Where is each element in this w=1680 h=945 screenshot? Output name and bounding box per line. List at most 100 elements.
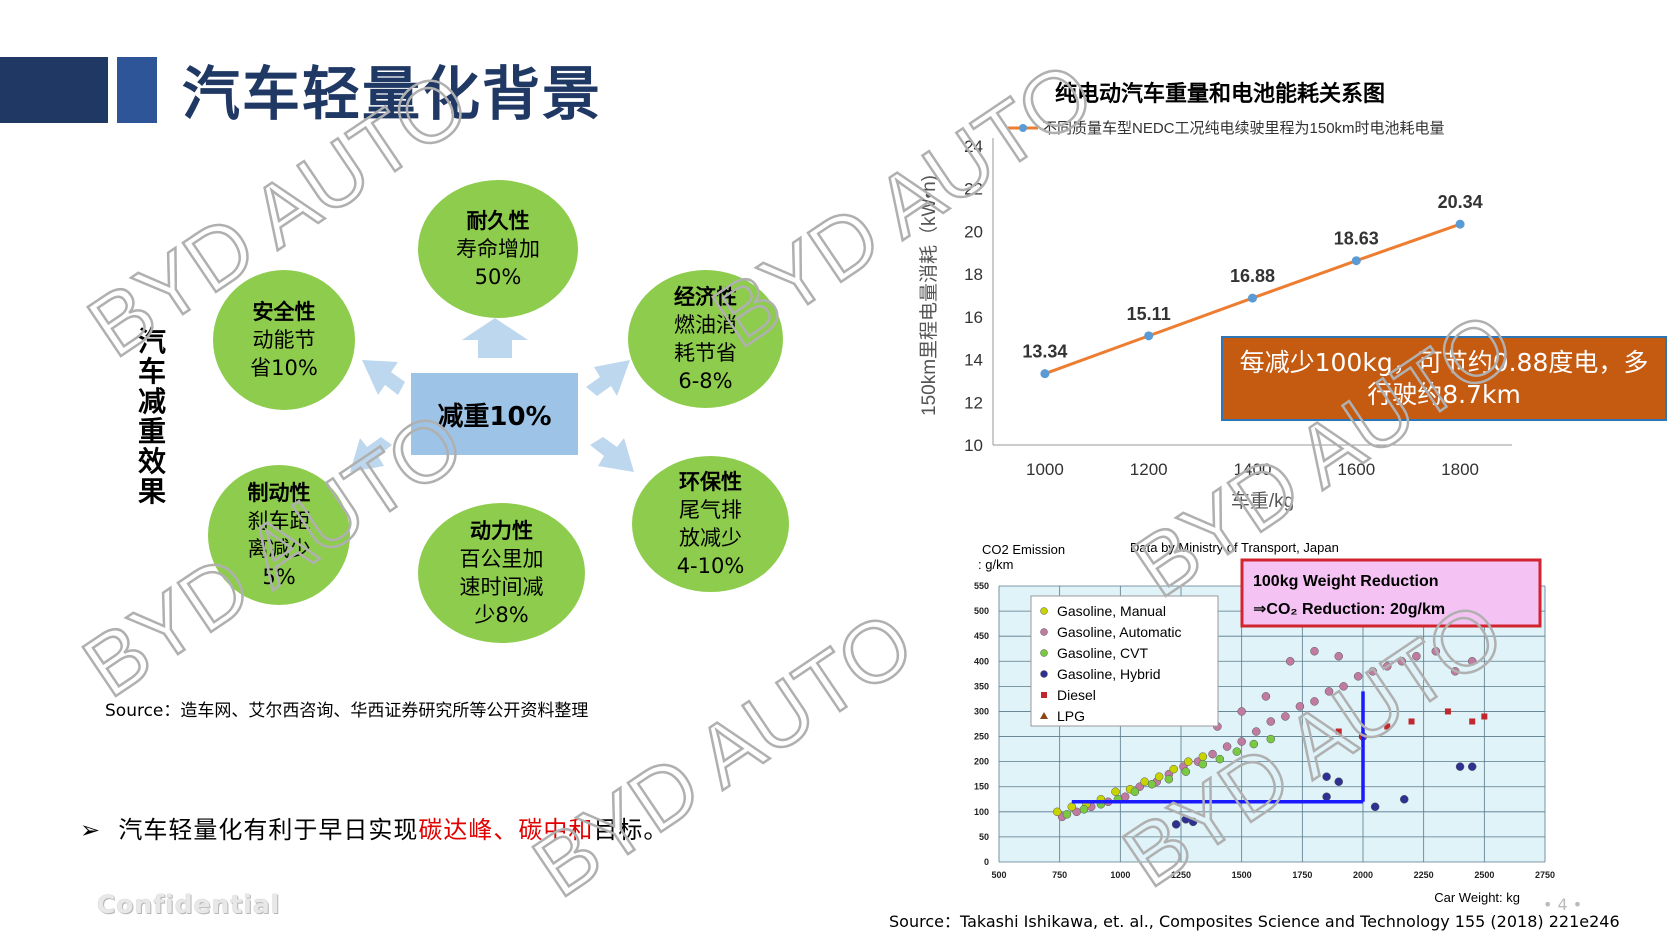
legend-box [1030,595,1219,727]
chart1-title: 纯电动汽车重量和电池能耗关系图 [1054,82,1385,107]
data-point [1310,697,1319,706]
y-tick-label: 22 [964,180,983,199]
bubble-title: 耐久性 [466,209,530,233]
data-point [1140,777,1149,786]
arrow-down-right [590,437,634,472]
data-point [1040,369,1050,379]
bullet-marker: ➢ [80,816,102,844]
data-point [1120,792,1130,802]
data-point [1281,712,1290,721]
legend-marker [1040,628,1048,636]
legend-label: Gasoline, CVT [1057,645,1148,661]
x-tick-label: 1000 [1026,460,1064,479]
page-title: 汽车轻量化背景 [182,60,603,128]
y-tick-label: 14 [964,351,983,370]
data-point [1181,767,1191,776]
page-number: • 4 • [1543,895,1583,914]
bubble-line: 百公里加 [459,547,544,571]
data-point [1455,762,1465,771]
bubble-line: 耗节省 [674,341,737,365]
data-point [1450,667,1460,676]
bubble-title: 动力性 [470,519,533,543]
y-axis-label: 150km里程电量消耗（kW•h) [918,175,940,416]
legend-label: LPG [1057,708,1085,724]
data-point [1154,772,1164,781]
data-label: 18.63 [1334,229,1379,249]
bubble-safety: 安全性 动能节 省10% [213,270,355,410]
x-axis-label: 车重/kg [1231,490,1294,512]
data-point [1335,728,1342,735]
y-tick-label: 400 [974,656,989,666]
source-note-left: Source：造车网、艾尔西咨询、华西证券研究所等公开资料整理 [105,701,589,721]
bullet-highlight: 碳达峰、碳中和 [418,816,594,844]
data-point [1383,662,1392,671]
data-point [1067,802,1077,812]
header-dark-bar [0,57,108,123]
data-point [1232,747,1242,756]
bubble-line: 离减少 [247,537,311,561]
data-point [1469,718,1476,725]
scatter-chart: CO2 Emission: g/km Data by Ministry of Tr… [974,540,1555,905]
y-tick-label: 100 [974,807,989,817]
data-label: 15.11 [1127,304,1171,324]
bubble-line: 6-8% [678,369,733,393]
data-point [1455,219,1465,229]
arrow-up-right [586,360,630,396]
data-point [1285,657,1295,666]
legend-label: Gasoline, Hybrid [1057,666,1161,682]
data-point [1481,713,1488,720]
y-tick-label: 50 [979,832,989,842]
bubble-line: 少8% [474,603,529,627]
data-point [1266,717,1276,726]
header-blue-bar [117,57,157,123]
data-point [1397,657,1407,666]
scatter-annotation: 100kg Weight Reduction ⇒CO₂ Reduction: 20… [1240,558,1542,628]
annotation-box [1240,558,1542,628]
data-point [1467,657,1477,666]
scatter-header-right: Data by Ministry of Transport, Japan [1130,540,1339,555]
bubble-braking: 制动性 刹车距 离减少 5% [208,465,350,605]
x-tick-label: 2250 [1414,870,1434,880]
arrow-up-left [362,360,405,395]
data-point [1079,805,1089,814]
x-tick-label: 1000 [1110,870,1130,880]
x-tick-label: 1800 [1441,460,1479,479]
data-point [1222,742,1232,751]
bullet-point: ➢ 汽车轻量化有利于早日实现碳达峰、碳中和目标。 [80,810,668,845]
legend-marker [1040,712,1048,719]
bubble-title: 制动性 [247,481,311,505]
line-chart: 不同质量车型NEDC工况纯电续驶里程为150km时电池耗电量 10 12 14 16 18… [918,120,1512,512]
arrow-down-left [350,437,392,472]
legend-label: Diesel [1057,687,1096,703]
bubble-line: 动能节 [252,328,316,352]
legend-label: Gasoline, Manual [1057,603,1166,619]
y-tick-label: 150 [974,782,989,792]
bubble-title: 环保性 [679,470,742,494]
x-tick-label: 1250 [1171,870,1191,880]
annotation-line2: ⇒CO₂ Reduction: 20g/km [1253,601,1445,618]
data-point [1198,759,1208,769]
source-note-right: Source：Takashi Ishikawa, et. al., Compos… [889,912,1620,931]
data-point [1322,772,1331,781]
y-tick-label: 18 [964,265,983,284]
arrow-up [462,318,528,358]
data-label: 20.34 [1438,192,1483,212]
y-tick-label: 200 [974,757,989,767]
x-tick-label: 2500 [1474,870,1494,880]
data-point [1444,708,1451,715]
bubble-line: 刹车距 [247,509,311,533]
confidential-mark: Confidential [97,890,281,919]
legend-marker [1041,692,1047,698]
bubble-environment: 环保性 尾气排 放减少 4-10% [632,456,789,592]
annotation-line1: 100kg Weight Reduction [1253,573,1439,590]
data-point [1111,787,1120,796]
data-point [1169,764,1178,774]
data-point [1248,293,1257,303]
center-box: 减重10% [411,373,578,455]
data-point [1408,718,1415,725]
y-tick-label: 0 [984,857,989,867]
bubble-line: 5% [262,565,296,589]
x-tick-label: 500 [991,870,1006,880]
data-point [1251,727,1261,736]
